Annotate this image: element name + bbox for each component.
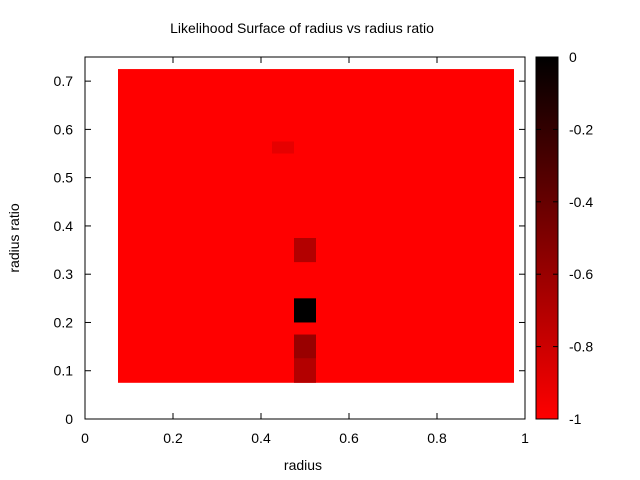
heatmap-surface bbox=[118, 69, 514, 383]
x-tick-label: 0.6 bbox=[339, 430, 359, 446]
y-tick-label: 0.1 bbox=[54, 363, 74, 379]
y-tick-label: 0 bbox=[65, 411, 73, 427]
x-axis-label: radius bbox=[284, 457, 322, 473]
colorbar-tick-label: -1 bbox=[569, 411, 582, 427]
x-tick-label: 0.8 bbox=[427, 430, 447, 446]
colorbar-gradient bbox=[536, 57, 558, 419]
colorbar-ticks: 0 -0.2 -0.4 -0.6 -0.8 -1 bbox=[536, 49, 593, 427]
y-tick-label: 0.7 bbox=[54, 73, 74, 89]
y-tick-label: 0.6 bbox=[54, 121, 74, 137]
x-tick-label: 1 bbox=[521, 430, 529, 446]
heatmap-background bbox=[118, 69, 514, 383]
x-tick-label: 0 bbox=[81, 430, 89, 446]
colorbar-tick-label: -0.8 bbox=[569, 339, 593, 355]
heatmap-cell bbox=[294, 238, 316, 263]
y-axis-label: radius ratio bbox=[6, 203, 22, 272]
colorbar-frame bbox=[535, 56, 559, 420]
heatmap-cell bbox=[294, 298, 316, 323]
colorbar-tick-label: -0.4 bbox=[569, 194, 593, 210]
heatmap-cell bbox=[294, 358, 316, 383]
colorbar-tick-label: -0.6 bbox=[569, 266, 593, 282]
x-axis: 0 0.2 0.4 0.6 0.8 1 bbox=[81, 57, 529, 446]
y-tick-label: 0.5 bbox=[54, 170, 74, 186]
y-tick-label: 0.4 bbox=[54, 218, 74, 234]
x-tick-label: 0.2 bbox=[163, 430, 183, 446]
heatmap-cell bbox=[272, 141, 294, 154]
colorbar: 0 -0.2 -0.4 -0.6 -0.8 -1 bbox=[535, 49, 593, 427]
y-axis: 0 0.1 0.2 0.3 0.4 0.5 0.6 0.7 bbox=[54, 73, 525, 427]
x-tick-label: 0.4 bbox=[251, 430, 271, 446]
plot-frame bbox=[84, 56, 526, 420]
heatmap-cell bbox=[294, 334, 316, 359]
y-tick-label: 0.3 bbox=[54, 266, 74, 282]
colorbar-tick-label: -0.2 bbox=[569, 121, 593, 137]
chart-title: Likelihood Surface of radius vs radius r… bbox=[170, 20, 434, 36]
colorbar-tick-label: 0 bbox=[569, 49, 577, 65]
y-tick-label: 0.2 bbox=[54, 314, 74, 330]
